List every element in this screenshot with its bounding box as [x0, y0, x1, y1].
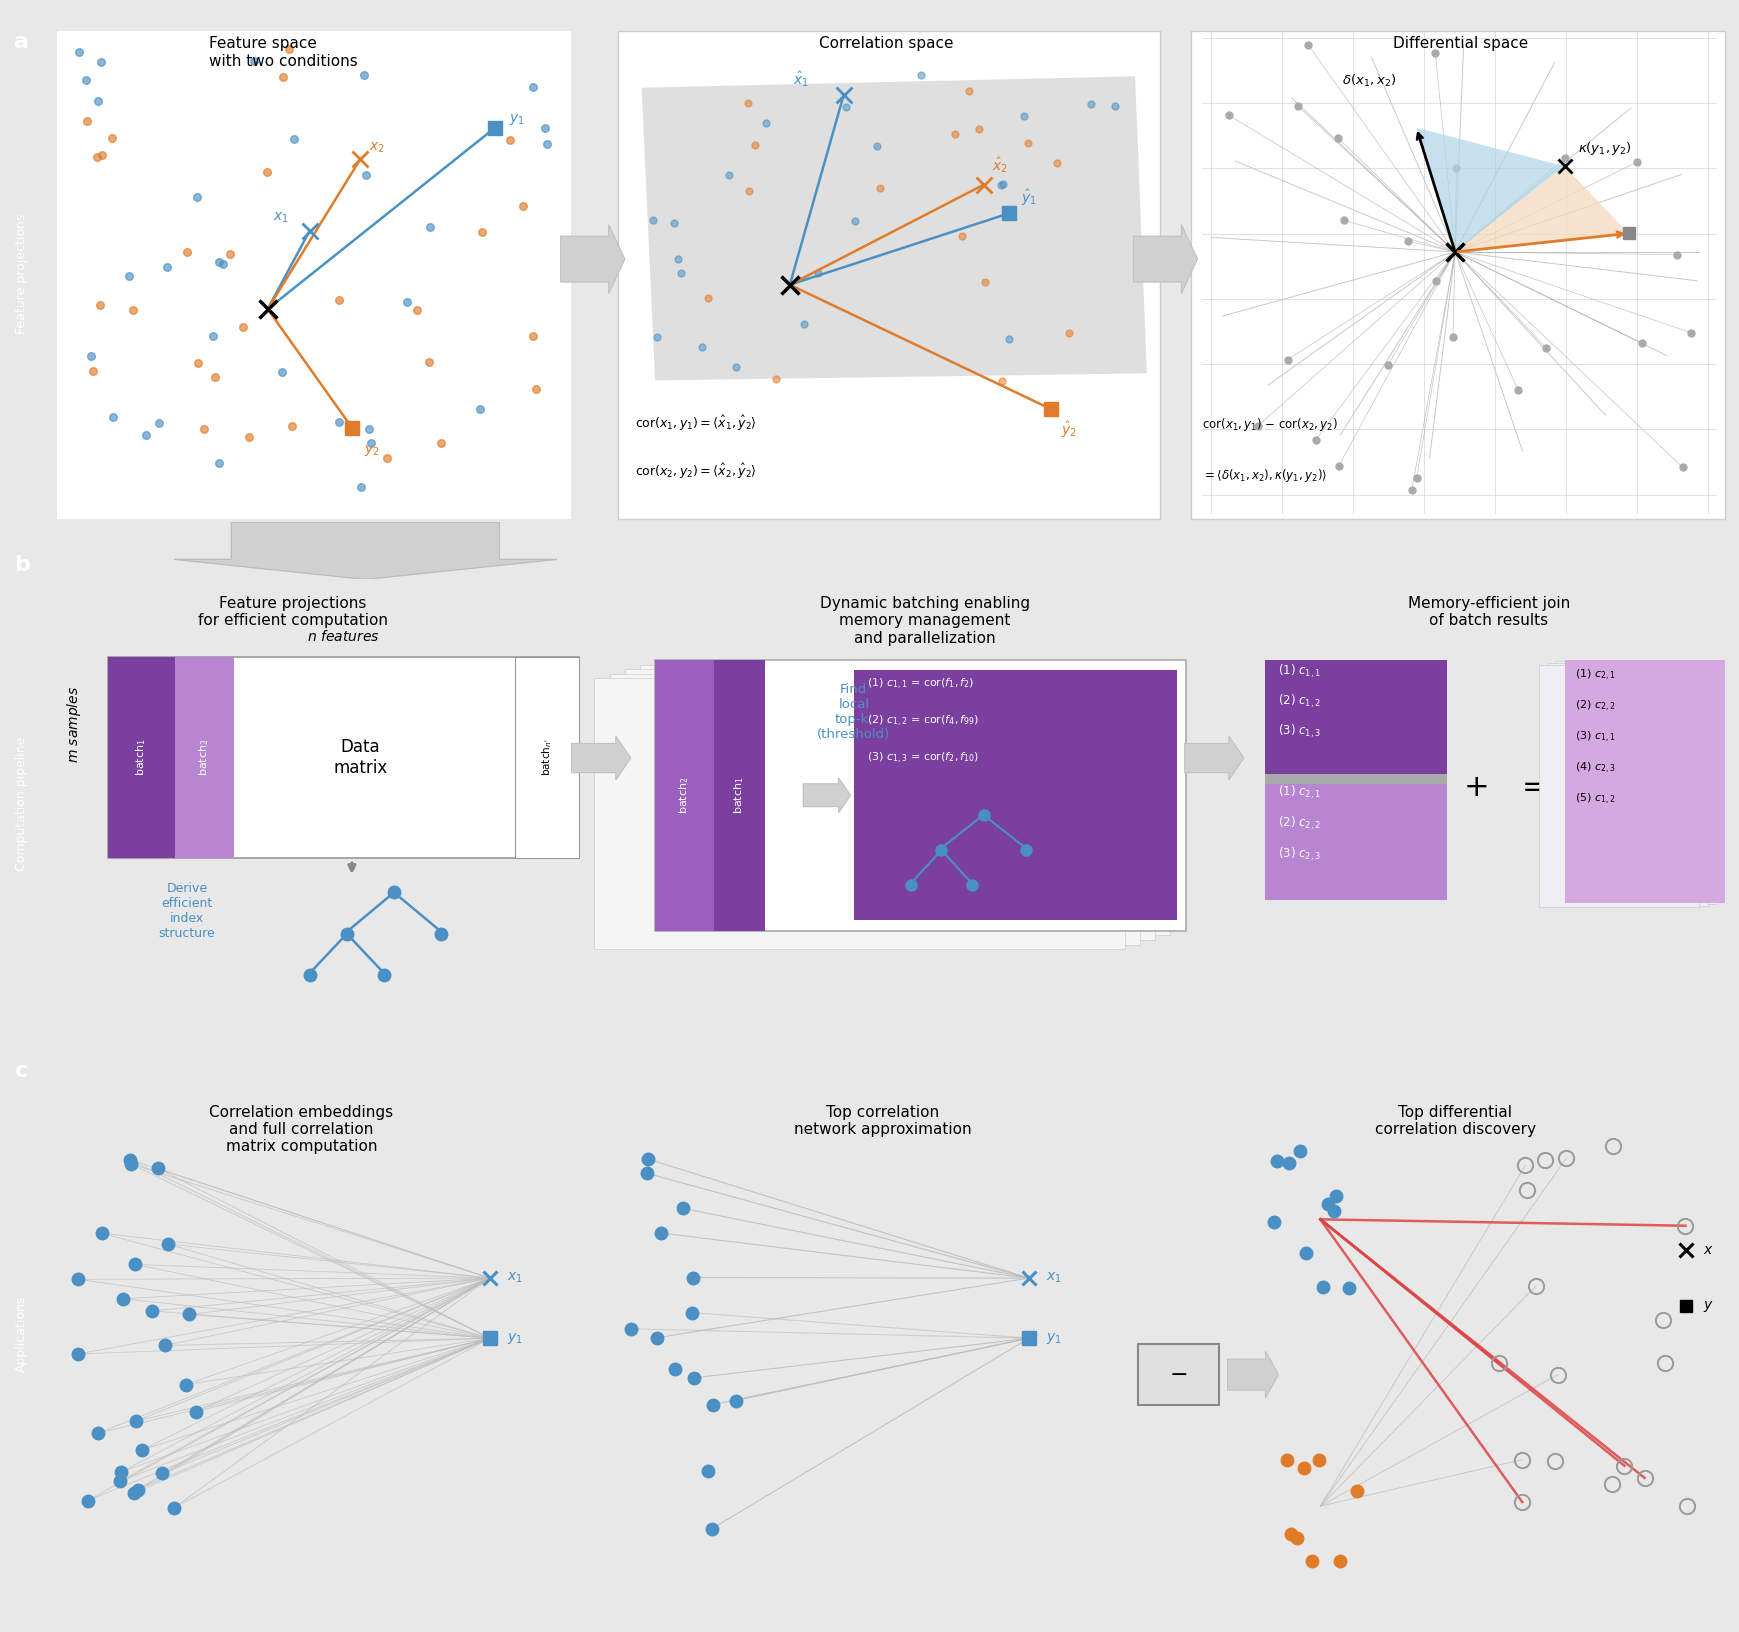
Polygon shape: [1416, 127, 1563, 251]
Bar: [108, 656, 176, 858]
Text: Applications: Applications: [16, 1296, 28, 1373]
Text: batch$_2$: batch$_2$: [198, 739, 212, 777]
Text: $y_1$: $y_1$: [1045, 1330, 1061, 1346]
Text: $\hat{x}_2$: $\hat{x}_2$: [991, 155, 1007, 175]
Text: (3) $c_{1,1}$: (3) $c_{1,1}$: [1574, 730, 1614, 746]
Text: Feature projections
for efficient computation: Feature projections for efficient comput…: [198, 596, 388, 628]
Text: $x$: $x$: [1702, 1244, 1713, 1257]
Text: $y_1$: $y_1$: [506, 1330, 522, 1346]
Bar: [654, 659, 1184, 930]
Text: batch$_1$: batch$_1$: [732, 777, 746, 814]
Polygon shape: [174, 522, 556, 579]
Text: $y$: $y$: [1702, 1299, 1713, 1314]
Text: (3) $c_{1,3}$ = cor$(f_2, f_{10})$: (3) $c_{1,3}$ = cor$(f_2, f_{10})$: [866, 751, 979, 765]
Text: Dynamic batching enabling
memory management
and parallelization: Dynamic batching enabling memory managem…: [819, 596, 1029, 646]
Polygon shape: [642, 77, 1146, 380]
Text: (1) $c_{2,1}$: (1) $c_{2,1}$: [1574, 667, 1614, 684]
Text: (1) $c_{2,1}$: (1) $c_{2,1}$: [1278, 783, 1320, 801]
Bar: [854, 671, 1177, 920]
Bar: [1555, 661, 1715, 904]
Bar: [176, 656, 233, 858]
Text: (2) $c_{2,2}$: (2) $c_{2,2}$: [1574, 698, 1614, 715]
Text: $y_1$: $y_1$: [508, 113, 523, 127]
Bar: [1539, 664, 1699, 907]
Text: $x_1$: $x_1$: [273, 211, 289, 225]
FancyBboxPatch shape: [1189, 31, 1723, 519]
FancyBboxPatch shape: [617, 31, 1160, 519]
Bar: [654, 659, 713, 930]
Polygon shape: [1454, 166, 1628, 251]
Bar: [713, 659, 763, 930]
Text: $\hat{x}_1$: $\hat{x}_1$: [793, 70, 809, 90]
Text: Correlation embeddings
and full correlation
matrix computation: Correlation embeddings and full correlat…: [209, 1105, 393, 1154]
Text: batch$_2$: batch$_2$: [676, 777, 690, 814]
Text: $x_1$: $x_1$: [1045, 1271, 1061, 1286]
Text: Top differential
correlation discovery: Top differential correlation discovery: [1374, 1105, 1536, 1138]
Text: Data
matrix: Data matrix: [332, 738, 388, 777]
Text: Derive
efficient
index
structure: Derive efficient index structure: [158, 883, 216, 940]
Text: Memory-efficient join
of batch results: Memory-efficient join of batch results: [1407, 596, 1569, 628]
Text: (1) $c_{1,1}$: (1) $c_{1,1}$: [1278, 663, 1320, 681]
Text: =: =: [1520, 772, 1546, 801]
Text: −: −: [1169, 1364, 1188, 1384]
Text: Differential space: Differential space: [1391, 36, 1527, 51]
Bar: [609, 674, 1139, 945]
Text: (2) $c_{1,2}$: (2) $c_{1,2}$: [1278, 694, 1320, 710]
Bar: [1264, 774, 1445, 787]
Text: $x_1$: $x_1$: [506, 1271, 522, 1286]
Text: Find
local
top-k'
(threshold): Find local top-k' (threshold): [817, 682, 890, 741]
Text: (2) $c_{2,2}$: (2) $c_{2,2}$: [1278, 814, 1320, 832]
Bar: [108, 656, 579, 858]
Polygon shape: [1184, 736, 1243, 780]
Text: Feature projections: Feature projections: [16, 214, 28, 333]
Text: Feature space
with two conditions: Feature space with two conditions: [209, 36, 356, 69]
Text: cor$(x_1, y_1) = \langle\hat{x}_1, \hat{y}_2\rangle$: cor$(x_1, y_1) = \langle\hat{x}_1, \hat{…: [635, 413, 756, 432]
Text: Top correlation
network approximation: Top correlation network approximation: [793, 1105, 970, 1138]
Bar: [595, 679, 1125, 950]
Bar: [624, 669, 1155, 940]
Polygon shape: [560, 225, 624, 294]
Text: (3) $c_{1,3}$: (3) $c_{1,3}$: [1278, 723, 1320, 741]
Text: batch$_{n'}$: batch$_{n'}$: [541, 739, 553, 777]
Text: $m$ samples: $m$ samples: [64, 685, 83, 762]
Polygon shape: [1228, 1351, 1278, 1397]
Bar: [640, 664, 1170, 935]
FancyBboxPatch shape: [1137, 1343, 1219, 1405]
Text: cor$(x_2, y_2) = \langle\hat{x}_2, \hat{y}_2\rangle$: cor$(x_2, y_2) = \langle\hat{x}_2, \hat{…: [635, 462, 756, 481]
Text: (5) $c_{1,2}$: (5) $c_{1,2}$: [1574, 792, 1614, 808]
Text: (1) $c_{1,1}$ = cor$(f_1, f_2)$: (1) $c_{1,1}$ = cor$(f_1, f_2)$: [866, 676, 974, 692]
Bar: [1264, 659, 1445, 775]
Polygon shape: [572, 736, 630, 780]
Text: (4) $c_{2,3}$: (4) $c_{2,3}$: [1574, 761, 1614, 777]
Text: b: b: [14, 555, 30, 574]
FancyBboxPatch shape: [57, 31, 570, 519]
Text: $= \langle\delta(x_1, x_2), \kappa(y_1, y_2)\rangle$: $= \langle\delta(x_1, x_2), \kappa(y_1, …: [1202, 467, 1327, 485]
Text: Correlation space: Correlation space: [817, 36, 953, 51]
Bar: [1563, 659, 1723, 902]
Polygon shape: [1132, 225, 1196, 294]
Text: +: +: [1464, 772, 1489, 801]
Text: Computation pipeline: Computation pipeline: [16, 736, 28, 871]
Bar: [515, 656, 579, 858]
Polygon shape: [803, 778, 850, 813]
Bar: [1264, 783, 1445, 899]
Text: c: c: [16, 1061, 28, 1080]
Text: $\hat{y}_2$: $\hat{y}_2$: [1061, 419, 1076, 439]
Text: $\delta(x_1, x_2)$: $\delta(x_1, x_2)$: [1341, 73, 1396, 90]
Text: $x_2$: $x_2$: [369, 140, 384, 155]
Text: $y_2$: $y_2$: [363, 444, 379, 459]
Bar: [1548, 663, 1706, 906]
Text: $n$ features: $n$ features: [308, 630, 379, 645]
Text: $\hat{y}_1$: $\hat{y}_1$: [1021, 188, 1036, 209]
Text: $\kappa(y_1, y_2)$: $\kappa(y_1, y_2)$: [1577, 140, 1631, 157]
Text: batch$_1$: batch$_1$: [134, 739, 148, 777]
Text: (3) $c_{2,3}$: (3) $c_{2,3}$: [1278, 845, 1320, 863]
Text: cor$(x_1, y_1)$ $-$ cor$(x_2, y_2)$: cor$(x_1, y_1)$ $-$ cor$(x_2, y_2)$: [1202, 416, 1337, 432]
Text: a: a: [14, 33, 30, 52]
Text: (2) $c_{1,2}$ = cor$(f_4, f_{99})$: (2) $c_{1,2}$ = cor$(f_4, f_{99})$: [866, 713, 979, 730]
